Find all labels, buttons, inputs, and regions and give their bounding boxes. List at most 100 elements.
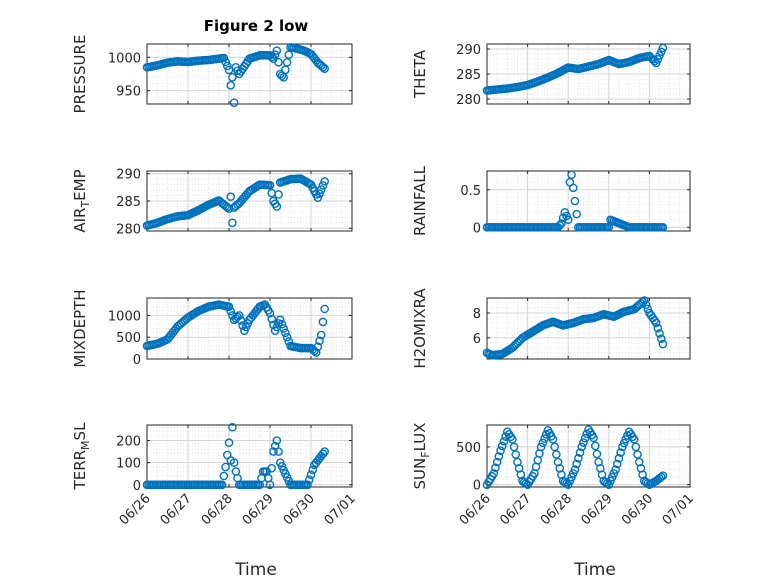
data-point [318,449,328,459]
y-tick-label: 500 [456,441,481,456]
x-tick-label: 06/27 [497,491,534,528]
data-point [316,185,326,194]
data-point [656,334,666,344]
data-point [658,471,668,480]
x-tick-label: 06/26 [457,491,494,528]
data-point [308,465,318,475]
x-tick-label: 07/01 [322,491,359,528]
data-point [538,438,548,448]
y-axis-label: H2OMIXRA [411,288,429,369]
data-point [491,463,500,473]
x-axis-label-left: Time [234,560,277,580]
x-axis-label-right: Time [573,560,616,580]
data-point [229,458,239,467]
data-point [557,219,566,228]
data-point [580,433,590,443]
data-point [651,318,661,328]
x-tick-label: 06/29 [240,491,277,528]
data-point [643,304,653,314]
data-point [265,180,275,190]
x-tick-label: 06/26 [117,491,154,528]
x-tick-label: 06/29 [579,491,616,528]
y-tick-label: 200 [116,435,141,450]
data-point [217,480,227,490]
y-tick-label: 0 [133,353,141,368]
data-point [275,315,285,325]
subplot-8: 0 500 06/26 06/27 06/28 06/29 06/30 07/01 SUNFLU… [411,423,697,529]
data-point [265,308,275,318]
data-point [592,449,602,459]
data-point [269,447,278,456]
data-point [277,319,287,329]
data-point [315,336,324,346]
data-point [306,470,316,480]
y-tick-label: 0.5 [460,184,481,199]
data-point [497,441,507,451]
data-point [320,177,329,186]
data-point [570,465,580,474]
y-tick-label: 280 [456,93,481,108]
subplot-3: 280 285 290 AIRTEMP [71,168,353,237]
data-point [320,64,329,73]
data-point [577,442,587,452]
data-point [492,457,502,467]
y-tick-label: 1000 [108,309,141,324]
data-point [656,472,666,482]
data-point [221,462,230,472]
data-point [575,448,585,457]
axes-box [486,297,691,360]
y-axis-label: RAINFALL [411,165,429,236]
data-point [590,441,600,451]
figure-title: Figure 2 low [204,17,309,35]
data-point [234,311,244,320]
data-point [282,332,292,342]
data-point [572,459,581,469]
data-point [612,459,622,469]
data-point [511,450,521,459]
data-point [228,422,237,432]
data-point [313,342,323,351]
x-tick-label: 06/30 [281,491,318,528]
data-point [303,480,312,490]
data-point [579,438,588,447]
axes-box [146,43,353,105]
data-point [272,436,282,445]
x-tick-label: 07/01 [660,491,697,528]
data-point [318,181,328,190]
subplot-4: 0 0.5 RAINFALL [411,165,691,236]
data-point [226,306,236,316]
axes-box [486,424,691,488]
data-point [316,330,326,340]
data-point [226,81,236,90]
data-point [563,215,573,225]
data-point [228,218,237,228]
y-axis-label: TERRMSL [71,422,92,491]
data-point [267,188,277,198]
data-point [282,58,292,67]
data-point [224,438,234,448]
x-tick-label: 06/28 [538,491,575,528]
subplot-1: 950 1000 PRESSURE [71,35,353,113]
y-tick-label: 285 [456,68,481,83]
data-point [489,469,499,478]
data-point [228,73,237,82]
data-point [640,296,649,305]
data-point [567,170,576,180]
data-point [570,196,580,206]
data-point [315,189,324,198]
data-point [641,300,651,309]
data-point [222,61,232,71]
data-point [311,348,321,357]
subplot-6: 6 8 H2OMIXRA [411,288,691,369]
axes-box [146,297,353,360]
data-point [550,442,559,452]
data-point [313,193,323,203]
data-point [281,328,290,338]
data-point [219,53,229,63]
data-point [631,442,641,452]
data-point [236,316,246,325]
data-point [267,314,277,324]
y-tick-label: 100 [116,457,141,472]
data-point [655,329,664,338]
